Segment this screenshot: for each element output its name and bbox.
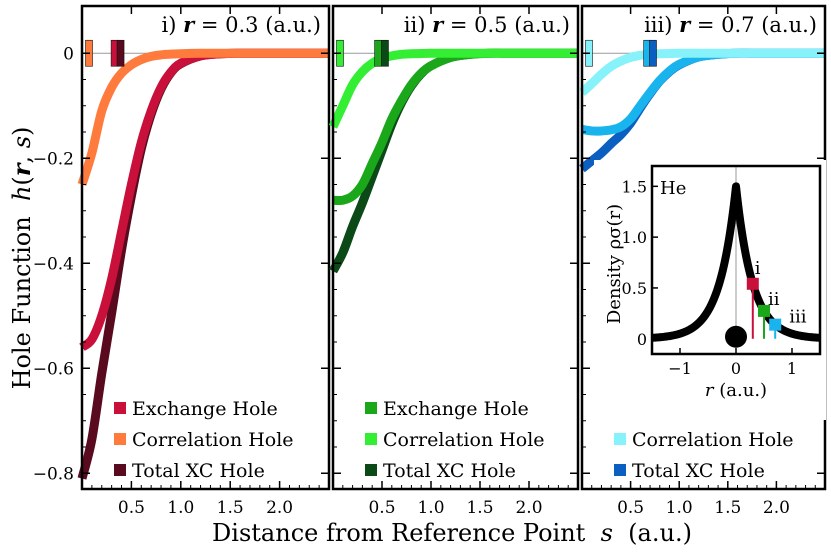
legend-label: Correlation Hole [383, 429, 545, 451]
nucleus-dot [725, 325, 747, 348]
inset-y-tick-label: 0.5 [622, 279, 647, 298]
inset-point-marker [758, 304, 770, 317]
x-tick-label: 1.5 [217, 498, 244, 518]
reference-marker [374, 39, 382, 67]
x-tick-label: 2.0 [763, 498, 790, 518]
x-tick-label: 1.5 [466, 498, 493, 518]
legend-label: Exchange Hole [132, 398, 278, 420]
legend-swatch [365, 433, 377, 445]
panels-group: 0.5 1.0 1.5 2.0 0 −0.2 −0.4 −0.6 −0.8 i) r = 0.3 … [33, 4, 827, 518]
inset-point-marker [769, 318, 782, 331]
curve-exchange-hole [79, 48, 329, 352]
legend-label: Correlation Hole [632, 429, 794, 451]
legend-swatch [365, 464, 377, 476]
panel-title: iii) r = 0.7 (a.u.) [644, 12, 817, 37]
legend-swatch [114, 433, 126, 445]
panel-2: 0.5 1.0 1.5 2.0 ii) r = 0.5 (a.u.) Exchange H… [328, 4, 580, 518]
inset-point-marker [746, 277, 759, 290]
legend-label: Total XC Hole [632, 460, 765, 482]
y-tick-label: −0.6 [33, 359, 74, 379]
density-curve [649, 182, 823, 342]
panel-title: i) r = 0.3 (a.u.) [162, 12, 321, 37]
x-tick-label: 1.5 [714, 498, 741, 518]
curve-correlation-hole [328, 48, 578, 129]
panel-1: 0.5 1.0 1.5 2.0 0 −0.2 −0.4 −0.6 −0.8 i) r = 0.3 … [33, 4, 331, 518]
y-tick-label: 0 [63, 44, 74, 64]
reference-marker [649, 39, 657, 67]
reference-marker [116, 39, 125, 67]
inset-y-tick-label: 1.5 [622, 177, 647, 196]
legend-swatch [365, 402, 377, 414]
inset-x-tick-label: 0 [731, 359, 741, 378]
inset-x-tick-label: 1 [787, 359, 797, 378]
x-tick-label: 0.5 [368, 498, 395, 518]
x-tick-label: 1.0 [417, 498, 444, 518]
reference-marker [381, 39, 389, 67]
x-axis-label: Distance from Reference Point s (a.u.) [212, 519, 692, 547]
legend-swatch [114, 402, 126, 414]
y-tick-label: −0.8 [33, 464, 74, 484]
inset-point-label: ii [768, 289, 780, 310]
inset-point-label: iii [789, 307, 807, 328]
y-tick-label: −0.2 [33, 149, 74, 169]
panel-frame [331, 4, 580, 491]
x-tick-label: 1.0 [666, 498, 693, 518]
x-tick-label: 0.5 [118, 498, 145, 518]
legend-label: Total XC Hole [132, 460, 265, 482]
inset-y-tick-label: 1.0 [622, 228, 647, 247]
curve-exchange-hole [332, 48, 578, 206]
curve-correlation-hole [77, 48, 329, 186]
curve-total-xc-hole [579, 48, 825, 173]
inset-y-label: Density ρσ(r) [604, 204, 625, 324]
inset-background [594, 160, 826, 420]
legend-label: Total XC Hole [383, 460, 516, 482]
panel-frame [80, 4, 331, 491]
panel-title: ii) r = 0.5 (a.u.) [404, 12, 570, 37]
inset-y-tick-label: 0 [637, 330, 647, 349]
legend-swatch [614, 433, 626, 445]
y-axis-label: Hole Function h(r, s) [7, 127, 36, 390]
inset-x-label: r (a.u.) [705, 380, 767, 401]
legend-swatch [114, 464, 126, 476]
legend-label: Correlation Hole [132, 429, 294, 451]
inset-point-label: i [755, 258, 761, 279]
legend-label: Exchange Hole [383, 398, 529, 420]
x-tick-label: 0.5 [617, 498, 644, 518]
legend-swatch [614, 464, 626, 476]
x-tick-label: 2.0 [515, 498, 542, 518]
inset-x-tick-label: −1 [668, 359, 692, 378]
y-tick-label: −0.4 [33, 254, 74, 274]
x-tick-label: 1.0 [167, 498, 194, 518]
x-tick-label: 2.0 [266, 498, 293, 518]
inset-element-label: He [660, 178, 686, 199]
